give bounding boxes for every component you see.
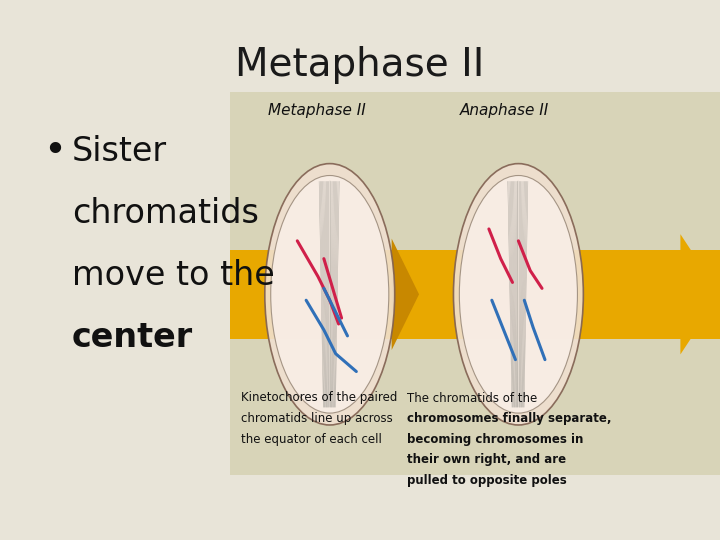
- Ellipse shape: [271, 176, 389, 413]
- Text: their own right, and are: their own right, and are: [407, 453, 566, 466]
- Ellipse shape: [459, 176, 577, 413]
- Ellipse shape: [454, 164, 583, 425]
- Ellipse shape: [265, 164, 395, 425]
- Text: move to the: move to the: [72, 259, 275, 292]
- Text: pulled to opposite poles: pulled to opposite poles: [407, 474, 567, 487]
- Text: center: center: [72, 321, 193, 354]
- Text: Metaphase II: Metaphase II: [268, 103, 366, 118]
- Polygon shape: [680, 234, 720, 354]
- Text: Kinetochores of the paired: Kinetochores of the paired: [241, 392, 397, 404]
- Text: the equator of each cell: the equator of each cell: [241, 433, 382, 446]
- Text: chromatids line up across: chromatids line up across: [241, 412, 393, 425]
- Text: becoming chromosomes in: becoming chromosomes in: [407, 433, 583, 446]
- Text: Metaphase II: Metaphase II: [235, 46, 485, 84]
- Text: Anaphase II: Anaphase II: [459, 103, 549, 118]
- Text: chromosomes finally separate,: chromosomes finally separate,: [407, 412, 611, 425]
- Bar: [230, 92, 720, 475]
- Text: Sister: Sister: [72, 134, 167, 168]
- Text: chromatids: chromatids: [72, 197, 259, 230]
- Polygon shape: [392, 239, 419, 350]
- Text: The chromatids of the: The chromatids of the: [407, 392, 537, 404]
- Text: •: •: [43, 132, 66, 170]
- Bar: [230, 249, 720, 339]
